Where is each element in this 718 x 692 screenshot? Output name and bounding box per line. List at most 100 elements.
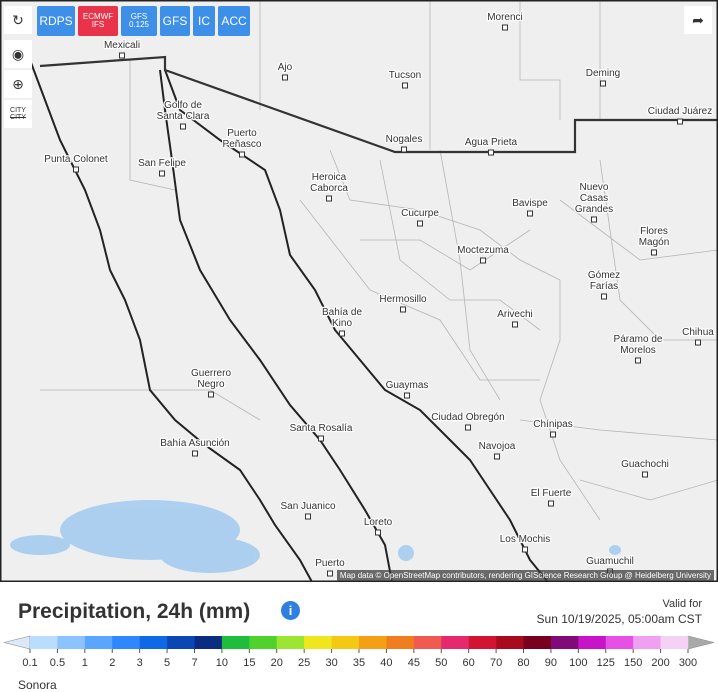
map: Morenci Ajo Tucson Deming Ciudad Juárez Mexic…: [0, 0, 718, 582]
model-button[interactable]: GFS 0.125: [121, 6, 157, 36]
city-marker: [642, 471, 648, 478]
city-label: Casas: [580, 193, 608, 204]
city-label: Chínipas: [533, 419, 572, 430]
colorbar-tick-label: 20: [271, 657, 283, 669]
city-marker: [400, 306, 406, 313]
city-label: Grandes: [575, 204, 613, 215]
legend-title: Precipitation, 24h (mm): [18, 600, 251, 623]
city-marker: [375, 529, 381, 536]
city-label: San Felipe: [138, 158, 186, 169]
colorbar-tick-label: 300: [679, 657, 697, 669]
city-label: Santa Clara: [157, 111, 210, 122]
city-marker: [494, 453, 500, 460]
colorbar-tick-label: 10: [216, 657, 228, 669]
colorbar-segment: [523, 636, 552, 649]
colorbar-tick-label: 35: [353, 657, 365, 669]
colorbar-segment: [550, 636, 579, 649]
model-button[interactable]: IC: [193, 6, 215, 36]
city-label: Páramo de: [614, 334, 663, 345]
city-label: Puerto: [315, 558, 345, 569]
colorbar-segment: [468, 636, 497, 649]
colorbar-tick-label: 90: [545, 657, 557, 669]
city-label: Bahía Asunción: [160, 438, 230, 449]
region-name: Sonora: [18, 678, 57, 692]
city-label: Morelos: [620, 345, 656, 356]
city-marker: [73, 166, 79, 173]
city-toggle[interactable]: CITY CITY: [4, 100, 32, 128]
city-label: Cucurpe: [401, 208, 439, 219]
city-marker: [159, 170, 165, 177]
colorbar-segment: [660, 636, 689, 649]
city-marker: [239, 151, 245, 158]
city-label: Puerto: [227, 128, 257, 139]
city-marker: [601, 293, 607, 300]
zoom-button[interactable]: ⊕: [4, 70, 32, 98]
city-marker: [404, 392, 410, 399]
colorbar-tick-label: 3: [137, 657, 143, 669]
city-marker: [635, 357, 641, 364]
valid-time: Sun 10/19/2025, 05:00am CST: [536, 612, 702, 626]
city-label: Nuevo: [580, 182, 609, 193]
city-label: Hermosillo: [379, 294, 427, 305]
colorbar-segment: [167, 636, 195, 649]
model-button[interactable]: RDPS: [37, 6, 75, 36]
city-marker: [180, 123, 186, 130]
button-line: IFS: [91, 20, 105, 29]
location-button[interactable]: ◉: [4, 40, 32, 68]
colorbar-tick-label: 70: [490, 657, 502, 669]
colorbar-tick-label: 2: [109, 657, 115, 669]
model-button[interactable]: ACC: [218, 6, 250, 36]
country-border: [39, 55, 718, 154]
colorbar-segment: [496, 636, 524, 649]
city-marker: [339, 330, 345, 337]
city-label: Guachochi: [621, 459, 669, 470]
colorbar-tick-label: 7: [191, 657, 197, 669]
colorbar-segment: [304, 636, 332, 649]
coastlines: [29, 59, 549, 582]
city-marker: [488, 149, 494, 156]
city-label: Agua Prieta: [465, 137, 518, 148]
colorbar-tick-label: 0.5: [50, 657, 65, 669]
city-marker: [305, 513, 311, 520]
city-label: Los Mochis: [500, 534, 551, 545]
city-marker: [282, 74, 288, 81]
city-label: Golfo de: [164, 100, 202, 111]
colorbar-segment: [57, 636, 86, 649]
precip-area: [10, 500, 621, 573]
colorbar-segment: [249, 636, 278, 649]
colorbar-segment: [30, 636, 58, 649]
city-marker: [522, 546, 528, 553]
colorbar-segment: [194, 636, 223, 649]
city-label: Ciudad Obregón: [431, 412, 504, 423]
city-label: Santa Rosalía: [290, 423, 353, 434]
city-label: Navojoa: [479, 441, 516, 452]
city-marker: [550, 431, 556, 438]
info-button[interactable]: i: [281, 601, 300, 620]
colorbar-over: [687, 635, 715, 650]
city-label: Arivechi: [497, 309, 533, 320]
city-marker: [208, 391, 214, 398]
city-label: Nogales: [386, 134, 423, 145]
colorbar-tick-label: 80: [517, 657, 529, 669]
municipal-borders: [40, 0, 718, 521]
city-label: Moctezuma: [457, 245, 509, 256]
colorbar-tick-label: 0.1: [22, 657, 37, 669]
colorbar-tick-label: 1: [82, 657, 88, 669]
refresh-button[interactable]: ↻: [4, 6, 32, 34]
model-button[interactable]: ECMWF IFS: [78, 6, 118, 36]
colorbar-tick-label: 25: [298, 657, 310, 669]
city-marker: [401, 146, 407, 153]
share-button[interactable]: ➦: [684, 6, 712, 34]
city-marker: [591, 216, 597, 223]
city-label: Chihua: [682, 327, 714, 338]
city-label: Mexicali: [104, 40, 140, 51]
colorbar-segment: [139, 636, 168, 649]
model-button[interactable]: GFS: [160, 6, 190, 36]
city-marker: [527, 210, 533, 217]
city-label: Deming: [586, 68, 620, 79]
colorbar-tick-label: 200: [651, 657, 669, 669]
city-marker: [651, 249, 657, 256]
colorbar-tick-label: 30: [325, 657, 337, 669]
city-marker: [695, 339, 701, 346]
